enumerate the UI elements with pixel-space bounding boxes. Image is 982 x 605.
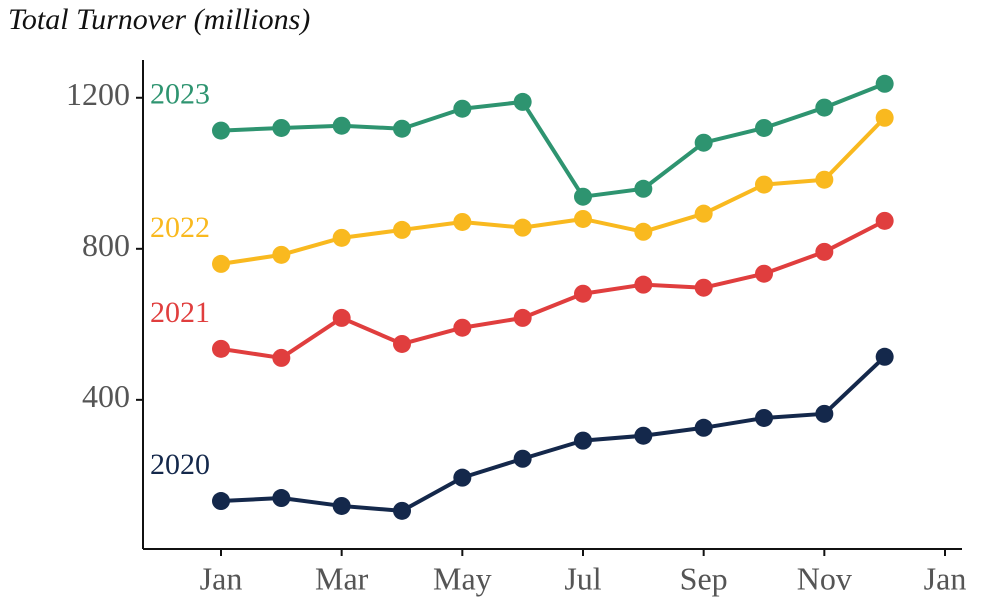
data-point bbox=[513, 449, 532, 468]
data-point bbox=[755, 118, 773, 137]
data-point bbox=[634, 275, 653, 294]
series-label: 2021 bbox=[150, 296, 210, 329]
data-point bbox=[332, 496, 351, 515]
data-point bbox=[634, 179, 653, 198]
series-line bbox=[220, 81, 886, 199]
data-point bbox=[875, 211, 894, 230]
data-point bbox=[212, 121, 230, 140]
data-point bbox=[694, 133, 713, 152]
series-label: 2020 bbox=[150, 448, 210, 481]
data-point bbox=[875, 108, 894, 127]
data-point bbox=[513, 308, 532, 327]
data-point bbox=[332, 228, 351, 247]
series-line bbox=[220, 116, 887, 266]
chart-title: Total Turnover (millions) bbox=[8, 3, 310, 36]
y-tick-label: 800 bbox=[82, 227, 130, 263]
data-point bbox=[393, 334, 411, 353]
data-point bbox=[393, 119, 411, 138]
data-point bbox=[815, 98, 834, 117]
data-point bbox=[212, 254, 230, 273]
data-point bbox=[272, 489, 291, 508]
data-point bbox=[574, 209, 592, 228]
data-point bbox=[755, 264, 773, 283]
data-point bbox=[212, 492, 230, 511]
series-label: 2023 bbox=[150, 78, 210, 111]
data-point bbox=[272, 245, 291, 264]
data-point bbox=[815, 170, 834, 189]
x-tick-label: Nov bbox=[797, 560, 852, 596]
data-point bbox=[453, 318, 472, 337]
series-label: 2022 bbox=[150, 211, 210, 244]
x-tick-label: Sep bbox=[680, 560, 728, 596]
data-point bbox=[453, 468, 472, 487]
data-point bbox=[815, 242, 834, 261]
data-point bbox=[815, 404, 834, 423]
data-point bbox=[694, 418, 713, 437]
data-point bbox=[875, 347, 894, 366]
x-tick-label: May bbox=[433, 560, 492, 596]
series-line bbox=[220, 355, 887, 513]
data-point bbox=[453, 99, 472, 118]
series-line bbox=[220, 219, 886, 360]
data-point bbox=[332, 116, 351, 135]
data-point bbox=[574, 187, 592, 206]
data-point bbox=[694, 204, 713, 223]
data-point bbox=[574, 431, 592, 450]
x-tick-label: Mar bbox=[315, 560, 369, 596]
x-tick-label: Jul bbox=[564, 560, 601, 596]
data-point bbox=[513, 218, 532, 237]
data-point bbox=[393, 220, 411, 239]
data-point bbox=[694, 278, 713, 297]
data-point bbox=[332, 308, 351, 327]
x-tick-label: Jan bbox=[200, 560, 243, 596]
data-point bbox=[212, 339, 230, 358]
data-point bbox=[634, 222, 653, 241]
data-point bbox=[875, 74, 894, 93]
x-tick-label: Jan bbox=[924, 560, 967, 596]
data-point bbox=[755, 175, 773, 194]
data-point bbox=[393, 501, 411, 520]
y-tick-label: 1200 bbox=[66, 76, 130, 112]
data-point bbox=[272, 118, 291, 137]
data-point bbox=[453, 212, 472, 231]
y-tick-label: 400 bbox=[82, 378, 130, 414]
data-point bbox=[634, 426, 653, 445]
data-point bbox=[272, 348, 291, 367]
data-point bbox=[513, 92, 532, 111]
data-point bbox=[755, 408, 773, 427]
data-point bbox=[574, 284, 592, 303]
